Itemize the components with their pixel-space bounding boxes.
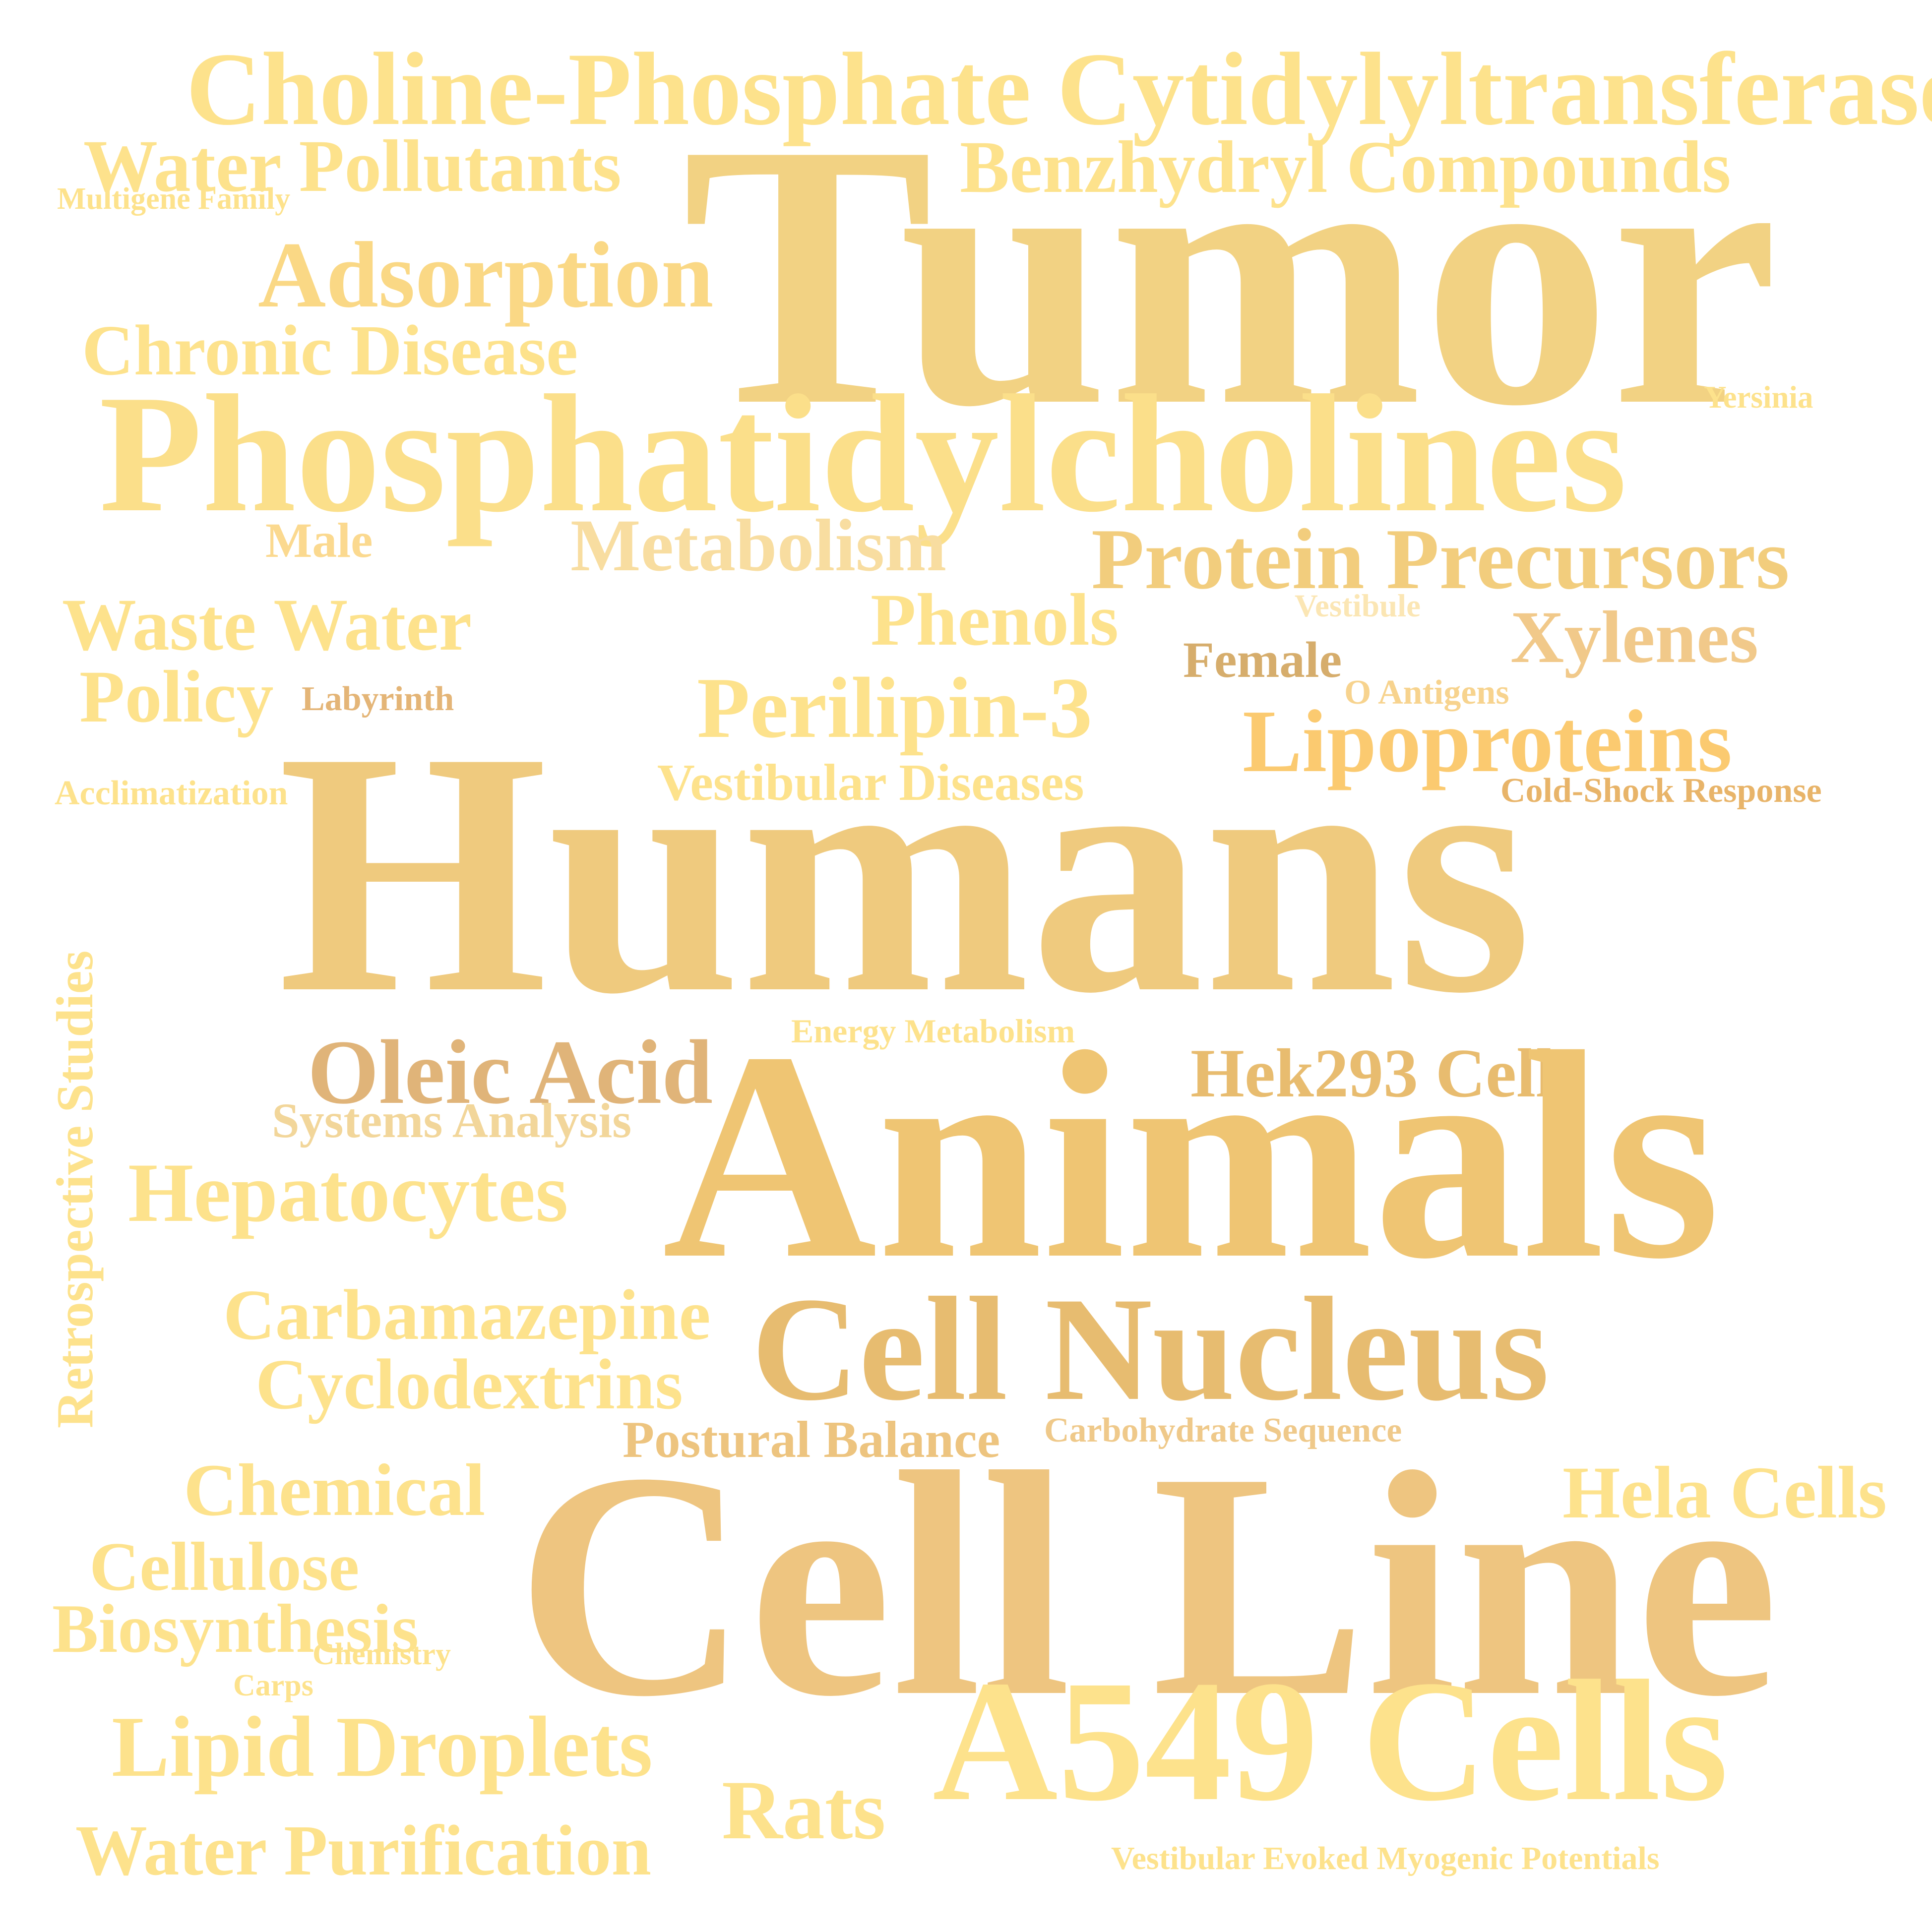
- word-metabolism: Metabolism: [570, 504, 947, 587]
- word-hepatocytes: Hepatocytes: [128, 1146, 568, 1239]
- word-multigene-family: Multigene Family: [57, 182, 291, 216]
- word-vestibular-diseases: Vestibular Diseases: [657, 753, 1084, 811]
- word-policy: Policy: [79, 656, 274, 738]
- word-lipoproteins: Lipoproteins: [1243, 692, 1732, 790]
- word-chemistry: Chemistry: [312, 1637, 451, 1671]
- word-vestibular-evoked-myogenic-potentials: Vestibular Evoked Myogenic Potentials: [1111, 1840, 1660, 1876]
- word-waste-water: Waste Water: [62, 584, 472, 666]
- word-rats: Rats: [722, 1763, 886, 1857]
- word-hela-cells: Hela Cells: [1562, 1451, 1887, 1534]
- word-acclimatization: Acclimatization: [55, 774, 288, 812]
- word-cyclodextrins: Cyclodextrins: [255, 1345, 683, 1424]
- word-carbohydrate-sequence: Carbohydrate Sequence: [1044, 1411, 1402, 1449]
- word-animals: Animals: [662, 990, 1721, 1320]
- word-postural-balance: Postural Balance: [623, 1410, 1000, 1468]
- word-a549-cells: A549 Cells: [933, 1644, 1729, 1837]
- word-chronic-disease: Chronic Disease: [82, 311, 578, 390]
- word-yersinia: Yersinia: [1704, 380, 1813, 415]
- word-carbamazepine: Carbamazepine: [223, 1275, 711, 1355]
- word-oleic-acid: Oleic Acid: [308, 1022, 713, 1123]
- word-energy-metabolism: Energy Metabolism: [791, 1012, 1075, 1050]
- word-cell-nucleus: Cell Nucleus: [751, 1267, 1550, 1431]
- word-cell-line: Cell Line: [516, 1406, 1779, 1763]
- word-female: Female: [1183, 632, 1342, 688]
- word-adsorption: Adsorption: [258, 223, 714, 327]
- word-vestibule: Vestibule: [1295, 588, 1421, 624]
- word-systems-analysis: Systems Analysis: [272, 1093, 632, 1148]
- word-protein-precursors: Protein Precursors: [1091, 511, 1790, 607]
- word-water-purification: Water Purification: [75, 1811, 652, 1890]
- word-water-pollutants: Water Pollutants: [83, 125, 622, 207]
- word-tumor: Tumor: [682, 66, 1779, 483]
- word-retrospective-studies: Retrospective Studies: [46, 950, 104, 1428]
- word-humans: Humans: [278, 680, 1532, 1065]
- word-xylenes: Xylenes: [1510, 596, 1758, 678]
- word-perilipin-3: Perilipin-3: [697, 660, 1093, 756]
- word-phenols: Phenols: [871, 579, 1119, 661]
- word-hek293-cells: Hek293 Cells: [1190, 1035, 1582, 1112]
- word-o-antigens: O Antigens: [1344, 673, 1509, 712]
- word-choline-phosphate-cytidylyltransferase: Choline-Phosphate Cytidylyltransferase: [186, 32, 1932, 147]
- word-lipid-droplets: Lipid Droplets: [112, 1698, 653, 1795]
- word-cellulose: Cellulose: [89, 1528, 360, 1605]
- word-phosphatidylcholines: Phosphatidylcholines: [99, 360, 1627, 547]
- word-labyrinth: Labyrinth: [302, 680, 454, 718]
- word-benzhydryl-compounds: Benzhydryl Compounds: [960, 126, 1731, 208]
- word-male: Male: [265, 513, 373, 568]
- word-biosynthesis: Biosynthesis: [52, 1590, 419, 1667]
- word-cold-shock-response: Cold-Shock Response: [1500, 772, 1822, 810]
- word-carps: Carps: [233, 1669, 313, 1702]
- word-chemical: Chemical: [184, 1449, 486, 1531]
